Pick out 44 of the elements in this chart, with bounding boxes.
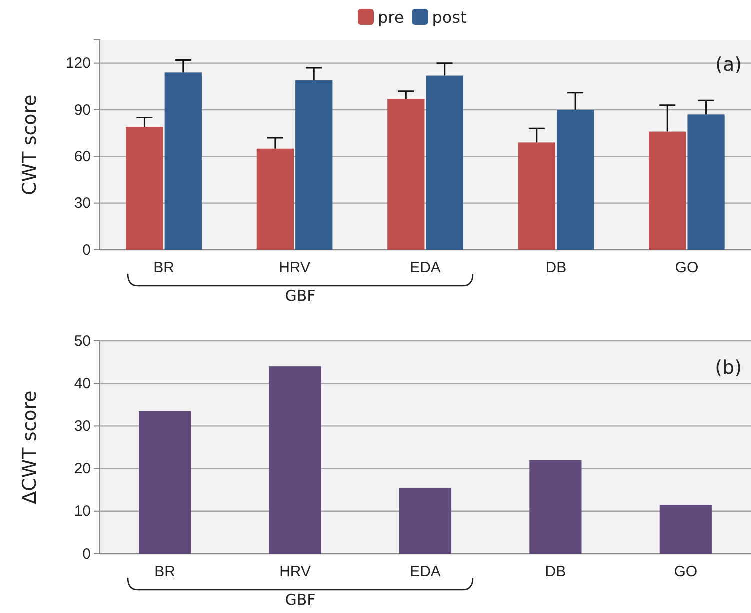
x-tick-label: DB (546, 260, 567, 277)
x-tick-label: HRV (279, 260, 310, 277)
bar (164, 72, 202, 250)
bar (296, 80, 333, 250)
x-tick-label: BR (154, 260, 175, 277)
x-tick-label: GO (675, 260, 699, 277)
bar (399, 488, 452, 554)
x-tick-label: EDA (410, 260, 441, 277)
y-tick-label: 10 (74, 503, 91, 520)
bar (256, 148, 294, 250)
x-tick-label: GO (674, 564, 698, 581)
x-tick-label: HRV (280, 564, 312, 581)
x-tick-label: DB (545, 564, 566, 581)
y-tick-label: 50 (74, 332, 91, 350)
legend-label: post (432, 8, 467, 27)
bar (126, 127, 164, 250)
annotation: (b) (715, 357, 742, 379)
y-tick-label: 0 (82, 242, 91, 259)
text: GBF (285, 591, 316, 609)
x-tick-label: BR (154, 564, 176, 581)
y-tick-label: 120 (66, 55, 91, 72)
bar (269, 366, 322, 554)
legend-label: pre (378, 8, 404, 27)
bar (139, 411, 192, 554)
bar (388, 99, 425, 250)
y-tick-label: 0 (82, 546, 91, 563)
y-tick-label: 90 (74, 102, 91, 119)
y-axis-title: CWT score (19, 94, 41, 196)
y-tick-label: 30 (74, 418, 91, 435)
annotation: (a) (716, 54, 742, 76)
y-tick-label: 60 (74, 148, 91, 166)
bar (688, 114, 725, 250)
y-axis-title: ΔCWT score (19, 390, 41, 504)
bar (556, 110, 594, 250)
y-tick-label: 20 (74, 460, 91, 478)
bar (518, 142, 556, 250)
x-tick-label: EDA (410, 564, 441, 581)
bar (660, 505, 712, 554)
bar (649, 132, 686, 250)
bar (426, 76, 464, 250)
y-tick-label: 30 (74, 195, 91, 212)
bar (530, 460, 582, 554)
text: GBF (285, 287, 316, 305)
y-tick-label: 40 (74, 375, 91, 392)
